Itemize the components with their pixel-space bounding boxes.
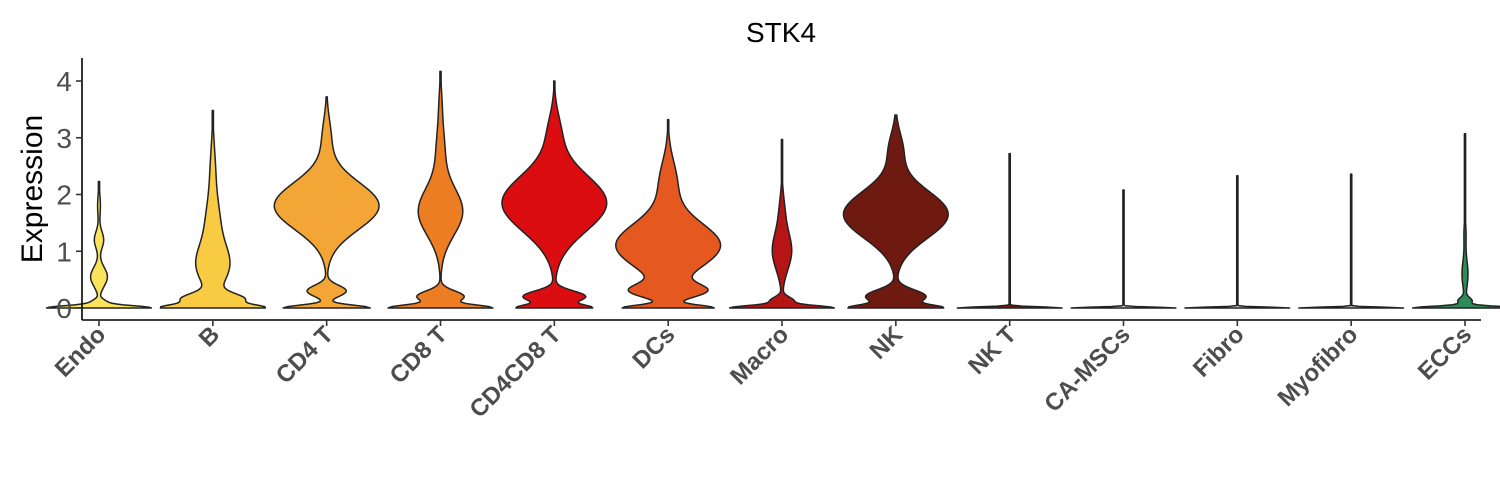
y-tick-label: 3 — [56, 123, 72, 154]
y-tick-label: 2 — [56, 180, 72, 211]
violin-myofibro — [1298, 173, 1405, 309]
violin-nk-t — [956, 152, 1063, 309]
x-ticks: Endo B CD4 T CD8 T CD4CD8 T DCs Macro NK NK T CA-… — [50, 320, 1477, 423]
x-tick-label: CD4CD8 T — [464, 321, 566, 423]
x-tick-label: Fibro — [1188, 321, 1250, 383]
violin-ca-mscs — [1070, 189, 1177, 309]
y-tick-label: 4 — [56, 66, 72, 97]
y-tick-label: 1 — [56, 236, 72, 267]
violin-b — [159, 109, 266, 309]
x-tick-label: CA-MSCs — [1039, 321, 1135, 417]
y-tick-label: 0 — [56, 293, 72, 324]
violin-fibro — [1184, 175, 1291, 309]
violin-cd4-t — [273, 96, 380, 309]
x-tick-label: Endo — [50, 321, 112, 383]
x-tick-label: B — [194, 321, 225, 352]
x-tick-label: Macro — [725, 321, 794, 390]
violin-eccs — [1411, 133, 1500, 309]
y-axis-label: Expression — [16, 115, 49, 263]
x-tick-label: Myofibro — [1273, 321, 1364, 412]
chart-title: STK4 — [746, 17, 816, 48]
violin-dcs — [615, 118, 722, 309]
x-tick-label: NK — [864, 321, 908, 365]
violin-cd4cd8-t — [501, 80, 608, 309]
x-tick-label: DCs — [627, 321, 680, 374]
violin-nk — [842, 114, 949, 309]
violin-cd8-t — [387, 70, 494, 309]
violin-endo — [45, 180, 153, 309]
violin-macro — [728, 138, 836, 309]
x-tick-label: NK T — [963, 321, 1022, 380]
violins-group — [45, 70, 1500, 309]
x-tick-label: CD8 T — [385, 321, 453, 389]
x-tick-label: ECCs — [1413, 321, 1477, 385]
x-tick-label: CD4 T — [271, 321, 339, 389]
y-ticks: 0 1 2 3 4 — [56, 66, 82, 324]
